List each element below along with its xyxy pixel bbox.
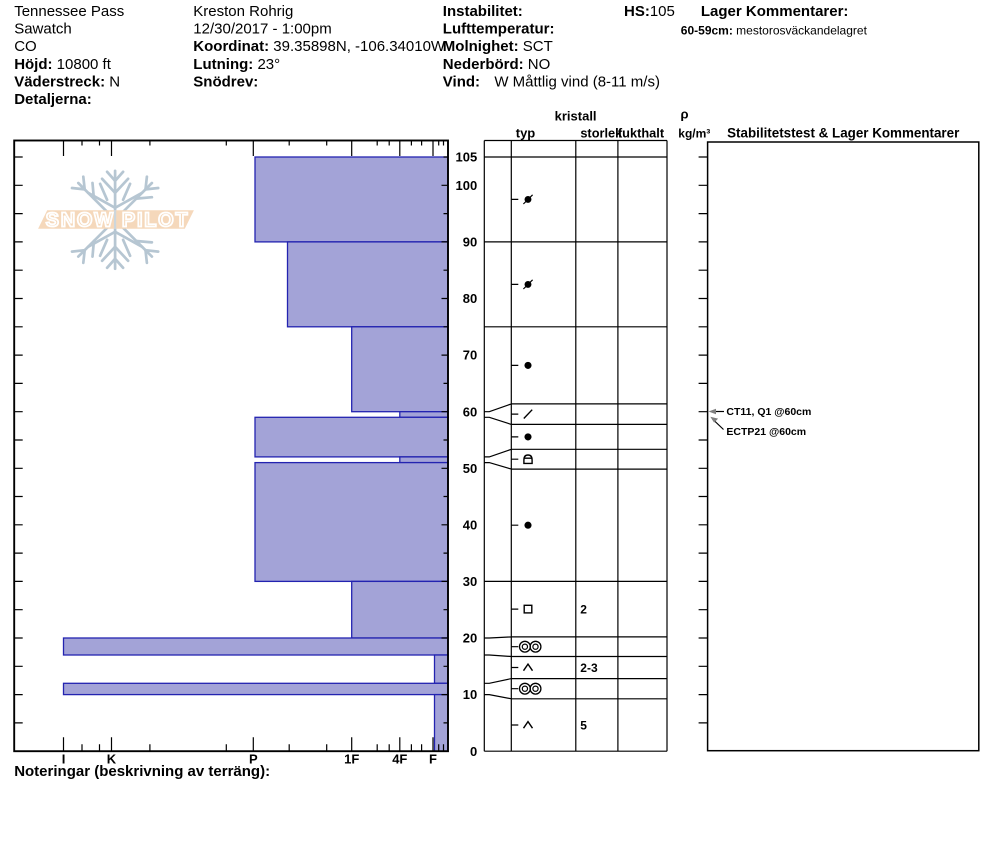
svg-text:CO: CO <box>14 38 37 55</box>
svg-text:I: I <box>62 751 66 766</box>
svg-text:Stabilitetstest & Lager Kommen: Stabilitetstest & Lager Kommentarer <box>727 126 960 141</box>
svg-text:Sawatch: Sawatch <box>14 21 72 38</box>
svg-text:2-3: 2-3 <box>580 661 598 675</box>
svg-text:12/30/2017 - 1:00pm: 12/30/2017 - 1:00pm <box>193 21 331 38</box>
svg-text:100: 100 <box>455 178 477 193</box>
svg-text:4F: 4F <box>392 751 407 766</box>
svg-text:30: 30 <box>463 574 477 589</box>
svg-text:SNOW PILOT: SNOW PILOT <box>46 210 190 232</box>
svg-text:5: 5 <box>580 718 587 732</box>
svg-text:ρ: ρ <box>680 106 688 121</box>
svg-text:2: 2 <box>580 603 587 617</box>
svg-text:Snödrev:: Snödrev: <box>193 73 258 90</box>
svg-text:Väderstreck: N: Väderstreck: N <box>14 73 120 90</box>
svg-text:Kreston Rohrig: Kreston Rohrig <box>193 3 293 20</box>
svg-text:Koordinat: 39.35898N, -106.340: Koordinat: 39.35898N, -106.34010W <box>193 38 446 55</box>
svg-text:50: 50 <box>463 461 477 476</box>
svg-text:P: P <box>249 751 258 766</box>
svg-text:1F: 1F <box>344 751 359 766</box>
svg-text:kg/m³: kg/m³ <box>678 127 710 141</box>
svg-text:20: 20 <box>463 631 477 646</box>
svg-text:90: 90 <box>463 235 477 250</box>
svg-text:K: K <box>107 751 117 766</box>
svg-text:Noteringar (beskrivning av ter: Noteringar (beskrivning av terräng): <box>14 763 270 780</box>
svg-text:Lager Kommentarer:: Lager Kommentarer: <box>701 3 849 20</box>
svg-text:typ: typ <box>516 126 536 141</box>
svg-text:CT11, Q1 @60cm: CT11, Q1 @60cm <box>726 406 811 418</box>
svg-text:Höjd: 10800 ft: Höjd: 10800 ft <box>14 56 112 73</box>
svg-text:Molnighet: SCT: Molnighet: SCT <box>443 38 553 55</box>
svg-text:0: 0 <box>470 744 477 759</box>
svg-text:40: 40 <box>463 517 477 532</box>
svg-text:Nederbörd: NO: Nederbörd: NO <box>443 56 551 73</box>
svg-text:storlek: storlek <box>580 126 623 141</box>
svg-text:Detaljerna:: Detaljerna: <box>14 91 92 108</box>
svg-text:60-59cm: mestorosväckandelagre: 60-59cm: mestorosväckandelagret <box>681 23 868 37</box>
svg-text:10: 10 <box>463 687 477 702</box>
svg-text:kristall: kristall <box>555 108 597 123</box>
svg-text:ECTP21 @60cm: ECTP21 @60cm <box>726 426 806 438</box>
svg-text:fukthalt: fukthalt <box>618 126 665 141</box>
svg-text:60: 60 <box>463 404 477 419</box>
svg-text:105: 105 <box>455 150 477 165</box>
svg-text:HS:105: HS:105 <box>624 3 675 20</box>
svg-text:F: F <box>429 751 437 766</box>
svg-text:Vind: W Måttlig vind (8-11 m/s: Vind: W Måttlig vind (8-11 m/s) <box>443 73 660 90</box>
svg-text:Lufttemperatur:: Lufttemperatur: <box>443 21 555 38</box>
svg-text:70: 70 <box>463 348 477 363</box>
svg-text:80: 80 <box>463 291 477 306</box>
svg-text:Instabilitet:: Instabilitet: <box>443 3 523 20</box>
svg-text:Lutning: 23°: Lutning: 23° <box>193 56 280 73</box>
svg-text:Tennessee Pass: Tennessee Pass <box>14 3 124 20</box>
